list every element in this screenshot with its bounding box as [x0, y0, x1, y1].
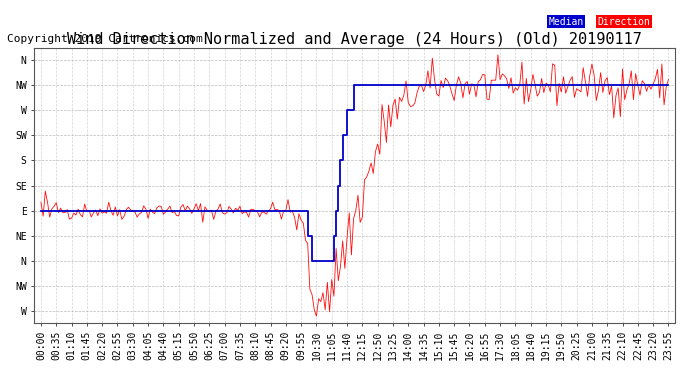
- Text: Direction: Direction: [598, 17, 651, 27]
- Title: Wind Direction Normalized and Average (24 Hours) (Old) 20190117: Wind Direction Normalized and Average (2…: [67, 32, 642, 47]
- Text: Median: Median: [549, 17, 584, 27]
- Text: Copyright 2019 Cartronics.com: Copyright 2019 Cartronics.com: [7, 34, 203, 44]
